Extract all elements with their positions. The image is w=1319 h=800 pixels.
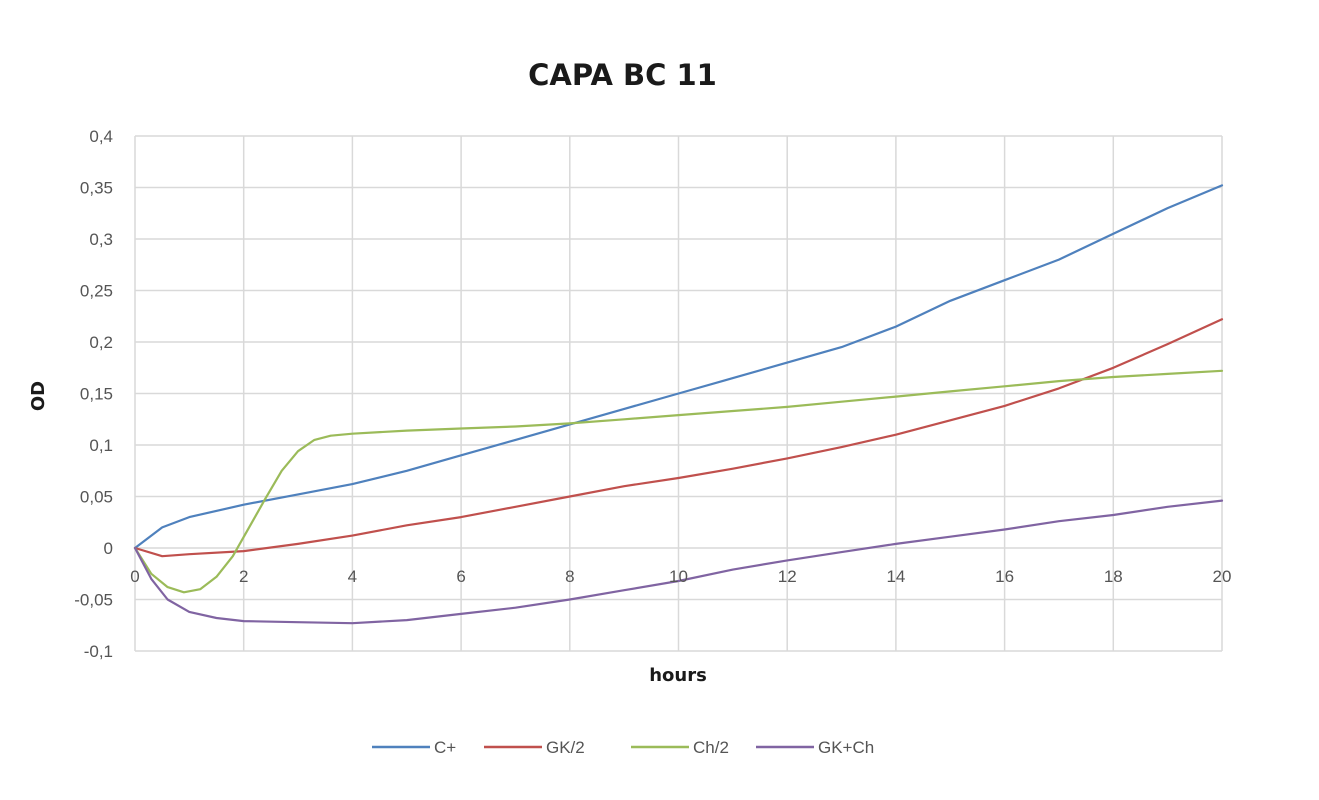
x-tick-label: 2 [239,567,248,586]
legend-label: C+ [434,738,456,757]
x-tick-label: 6 [456,567,465,586]
legend-label: Ch/2 [693,738,729,757]
chart-title: CAPA BC 11 [528,58,717,92]
legend: C+ GK/2 Ch/2 GK+Ch [372,738,874,757]
x-tick-label: 12 [778,567,797,586]
y-tick-label: 0,15 [80,385,113,404]
series-line-1 [133,318,1224,558]
grid [134,135,1223,652]
y-tick-label: -0,05 [74,591,113,610]
y-tick-label: -0,1 [84,642,113,661]
x-tick-label: 16 [995,567,1014,586]
y-tick-label: 0,3 [89,230,113,249]
legend-label: GK+Ch [818,738,874,757]
series-line-0 [133,184,1224,550]
series-lines [133,184,1224,625]
y-tick-label: 0,25 [80,282,113,301]
series-line-3 [133,499,1224,625]
legend-label: GK/2 [546,738,585,757]
tick-labels: -0,1 -0,05 0 0,05 0,1 0,15 0,2 0,25 0,3 0,35 0,4 0 2… [74,127,1231,661]
y-tick-label: 0,2 [89,333,113,352]
y-axis-title: OD [28,381,49,411]
y-tick-label: 0,1 [89,436,113,455]
x-tick-label: 4 [348,567,357,586]
y-tick-label: 0 [104,539,113,558]
series-line-2 [133,369,1224,594]
x-tick-label: 20 [1213,567,1232,586]
x-axis-title: hours [649,665,707,686]
y-tick-label: 0,4 [89,127,113,146]
x-tick-label: 8 [565,567,574,586]
y-tick-label: 0,05 [80,488,113,507]
x-tick-label: 18 [1104,567,1123,586]
x-tick-label: 14 [886,567,905,586]
y-tick-label: 0,35 [80,179,113,198]
x-tick-label: 0 [130,567,139,586]
x-tick-label: 10 [669,567,688,586]
